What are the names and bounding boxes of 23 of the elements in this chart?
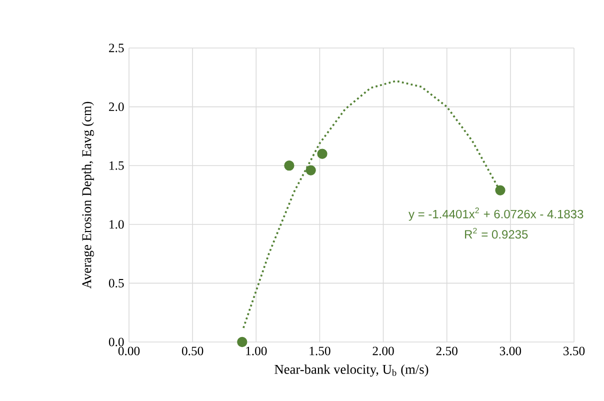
y-tick-label: 0.0 — [108, 338, 124, 346]
x-tick-label: 2.00 — [372, 346, 394, 356]
y-tick-label: 2.0 — [109, 102, 124, 112]
y-axis-title: Average Erosion Depth, Eavg (cm) — [82, 102, 94, 289]
point — [495, 185, 506, 196]
y-tick-label: 0.5 — [108, 278, 124, 288]
x-tick-label: 2.50 — [436, 346, 458, 356]
x-tick-label: 3.50 — [564, 346, 585, 356]
y-tick-label: 1.5 — [110, 161, 124, 170]
point — [237, 336, 248, 348]
point — [306, 165, 316, 176]
point — [284, 160, 294, 171]
x-tick-label: 1.50 — [310, 346, 330, 356]
point — [317, 148, 328, 159]
y-tick-label: 2.5 — [109, 44, 124, 52]
x-axis-title: Near-bank velocity, U$_{b}$ (m/s) — [274, 364, 428, 377]
x-tick-label: 1.00 — [246, 346, 267, 356]
x-tick-label: 0.00 — [118, 346, 140, 356]
y-tick-label: 1.0 — [110, 220, 124, 229]
annotation: y = -1.4401x$^{2}$ + 6.0726x - 4.1833 — [408, 208, 584, 221]
x-tick-label: 0.50 — [182, 346, 204, 356]
annotation: R$^{2}$ = 0.9235 — [465, 228, 528, 239]
x-tick-label: 3.00 — [500, 346, 522, 356]
